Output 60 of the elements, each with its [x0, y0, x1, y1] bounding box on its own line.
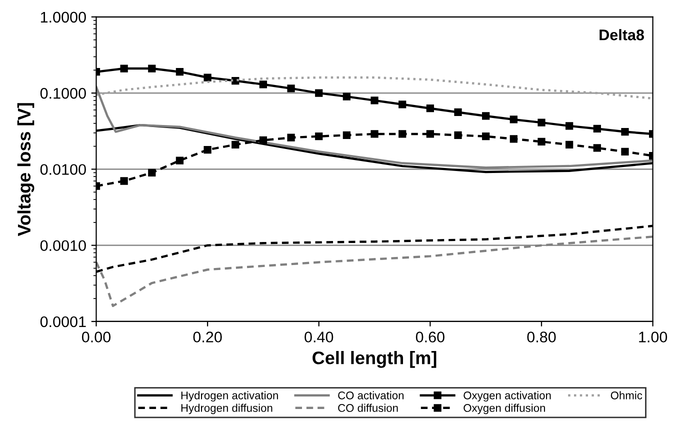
point — [342, 131, 351, 139]
y-tick-label: 1.0000 — [40, 12, 86, 23]
point — [621, 148, 629, 156]
point — [593, 124, 601, 133]
legend-label: Hydrogen activation — [181, 391, 278, 402]
point — [259, 136, 268, 144]
x-tick-label: 1.00 — [639, 332, 668, 342]
point — [510, 116, 518, 124]
point — [120, 177, 128, 185]
legend-label: Oxygen diffusion — [464, 404, 545, 414]
point — [287, 84, 295, 92]
point — [426, 104, 434, 112]
y-tick-label: 0.0001 — [40, 316, 86, 328]
point — [120, 64, 128, 72]
point — [538, 138, 546, 146]
point — [259, 80, 268, 88]
point — [454, 131, 462, 139]
point — [426, 130, 434, 138]
annotation: Delta8 — [600, 29, 644, 40]
point — [148, 168, 156, 177]
point — [370, 130, 378, 138]
point — [454, 108, 462, 116]
point — [398, 100, 406, 108]
point — [482, 132, 490, 140]
point — [566, 140, 574, 148]
point — [315, 89, 323, 97]
point — [621, 128, 629, 136]
x-tick-label: 0.40 — [304, 332, 334, 342]
y-axis-title: Voltage loss [V] — [17, 103, 34, 236]
y-tick-label: 0.0010 — [40, 240, 86, 252]
point — [342, 92, 351, 100]
point — [510, 135, 518, 143]
x-tick-label: 0.20 — [193, 332, 222, 342]
x-tick-label: 0.60 — [416, 332, 444, 342]
legend-label: CO diffusion — [338, 404, 398, 412]
point — [287, 134, 295, 142]
point — [482, 112, 490, 120]
point — [232, 140, 240, 148]
y-tick-label: 0.0100 — [40, 164, 86, 175]
point — [566, 122, 574, 130]
legend-label: Oxygen activation — [464, 391, 551, 402]
y-tick-label: 0.1000 — [40, 88, 86, 99]
x-tick-label: 0.80 — [527, 332, 556, 342]
legend-label: Hydrogen diffusion — [181, 404, 272, 414]
point — [538, 118, 546, 126]
point — [398, 130, 406, 138]
point — [370, 96, 378, 104]
line-series — [96, 236, 653, 308]
point — [148, 64, 156, 72]
line-series — [96, 86, 653, 169]
point — [176, 156, 184, 164]
point — [176, 68, 184, 76]
point — [315, 132, 323, 140]
point — [204, 74, 212, 82]
x-axis-title: Cell length [m] — [312, 351, 436, 368]
point — [204, 146, 212, 154]
legend-label: CO activation — [338, 391, 404, 400]
legend-label: Ohmic — [610, 391, 642, 400]
x-tick-label: 0.00 — [82, 332, 111, 342]
point — [593, 144, 601, 152]
